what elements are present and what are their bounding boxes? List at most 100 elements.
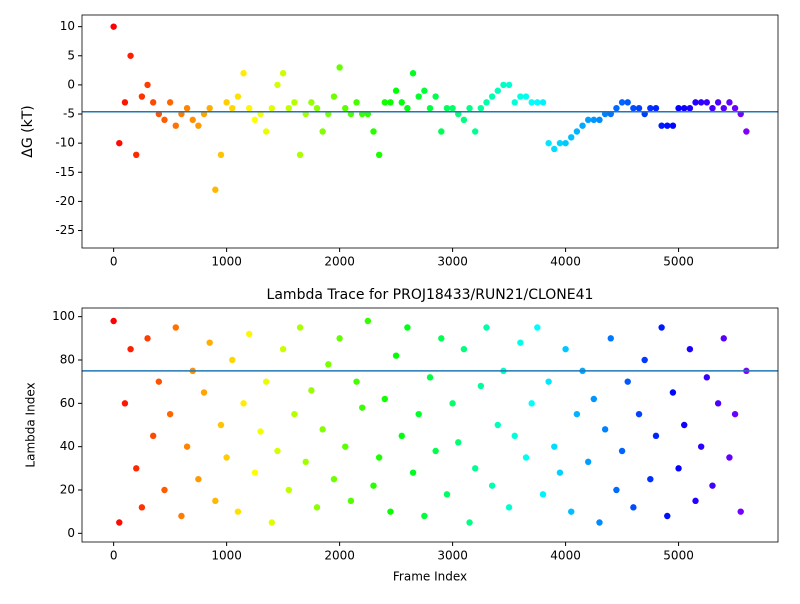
point bbox=[460, 116, 468, 124]
point bbox=[720, 105, 727, 112]
point bbox=[692, 99, 699, 106]
point bbox=[330, 93, 338, 100]
point bbox=[641, 356, 648, 364]
x-tick-label: 4000 bbox=[550, 549, 581, 563]
point bbox=[675, 105, 682, 112]
point bbox=[731, 105, 739, 112]
point bbox=[319, 426, 326, 433]
point bbox=[709, 105, 716, 112]
point bbox=[149, 99, 157, 106]
point bbox=[511, 432, 518, 440]
point bbox=[596, 116, 603, 124]
point bbox=[579, 122, 586, 129]
point bbox=[568, 508, 575, 515]
point bbox=[607, 335, 614, 342]
point bbox=[409, 70, 417, 77]
point bbox=[618, 447, 626, 455]
point bbox=[149, 432, 157, 440]
point bbox=[601, 426, 609, 433]
point bbox=[206, 339, 213, 346]
point bbox=[409, 469, 417, 476]
point bbox=[375, 454, 383, 461]
point bbox=[573, 128, 581, 135]
x-tick-label: 4000 bbox=[550, 255, 581, 269]
point bbox=[161, 486, 168, 494]
point bbox=[438, 128, 445, 135]
point bbox=[709, 482, 716, 489]
point bbox=[743, 128, 750, 135]
point bbox=[268, 519, 276, 526]
point bbox=[375, 151, 383, 158]
point bbox=[511, 99, 518, 106]
point bbox=[613, 105, 620, 112]
point bbox=[562, 139, 569, 147]
point bbox=[116, 139, 123, 147]
point bbox=[539, 99, 547, 106]
point bbox=[545, 378, 552, 385]
point bbox=[675, 465, 682, 472]
point bbox=[296, 151, 304, 158]
point bbox=[726, 454, 733, 461]
point bbox=[285, 486, 292, 494]
y-axis-label: Lambda Index bbox=[24, 382, 38, 467]
point bbox=[618, 99, 626, 106]
point bbox=[573, 410, 581, 418]
point bbox=[342, 105, 349, 112]
y-tick-label: 5 bbox=[67, 48, 75, 62]
point bbox=[415, 93, 422, 100]
x-tick-label: 0 bbox=[110, 549, 118, 563]
point bbox=[133, 151, 140, 158]
point bbox=[494, 421, 501, 429]
point bbox=[381, 395, 389, 403]
x-tick-label: 3000 bbox=[437, 255, 468, 269]
point bbox=[251, 116, 259, 124]
point bbox=[392, 87, 400, 94]
point bbox=[313, 105, 321, 112]
point bbox=[127, 52, 134, 59]
point bbox=[494, 87, 501, 94]
point bbox=[426, 374, 434, 381]
point bbox=[590, 116, 598, 124]
point bbox=[133, 465, 140, 472]
point bbox=[460, 345, 468, 353]
point bbox=[121, 99, 129, 106]
point bbox=[635, 410, 643, 418]
point bbox=[398, 99, 405, 106]
x-axis-label: Frame Index bbox=[393, 570, 467, 584]
point bbox=[466, 105, 473, 112]
point bbox=[551, 443, 558, 450]
point bbox=[183, 105, 191, 112]
point bbox=[449, 105, 456, 112]
point bbox=[471, 465, 479, 472]
point bbox=[342, 443, 349, 450]
point bbox=[404, 324, 411, 331]
point bbox=[387, 508, 394, 515]
point bbox=[584, 116, 592, 124]
point bbox=[455, 439, 462, 446]
point bbox=[195, 475, 202, 483]
point bbox=[539, 491, 547, 498]
chart-title: Lambda Trace for PROJ18433/RUN21/CLONE41 bbox=[267, 287, 594, 303]
point bbox=[545, 139, 552, 147]
point bbox=[522, 454, 530, 461]
point bbox=[517, 93, 524, 100]
point bbox=[217, 151, 225, 158]
point bbox=[647, 475, 654, 483]
point bbox=[144, 81, 151, 89]
point bbox=[686, 105, 694, 112]
point bbox=[703, 99, 711, 106]
y-axis-label: ΔG (kT) bbox=[20, 105, 36, 157]
point bbox=[291, 99, 298, 106]
point bbox=[144, 335, 151, 342]
point bbox=[483, 324, 490, 331]
point bbox=[223, 99, 230, 106]
point bbox=[398, 432, 405, 440]
point bbox=[262, 378, 270, 385]
point bbox=[517, 339, 524, 346]
x-tick-label: 0 bbox=[110, 255, 118, 269]
point bbox=[353, 378, 360, 385]
point bbox=[189, 116, 196, 124]
x-tick-label: 2000 bbox=[324, 549, 355, 563]
point bbox=[246, 105, 253, 112]
